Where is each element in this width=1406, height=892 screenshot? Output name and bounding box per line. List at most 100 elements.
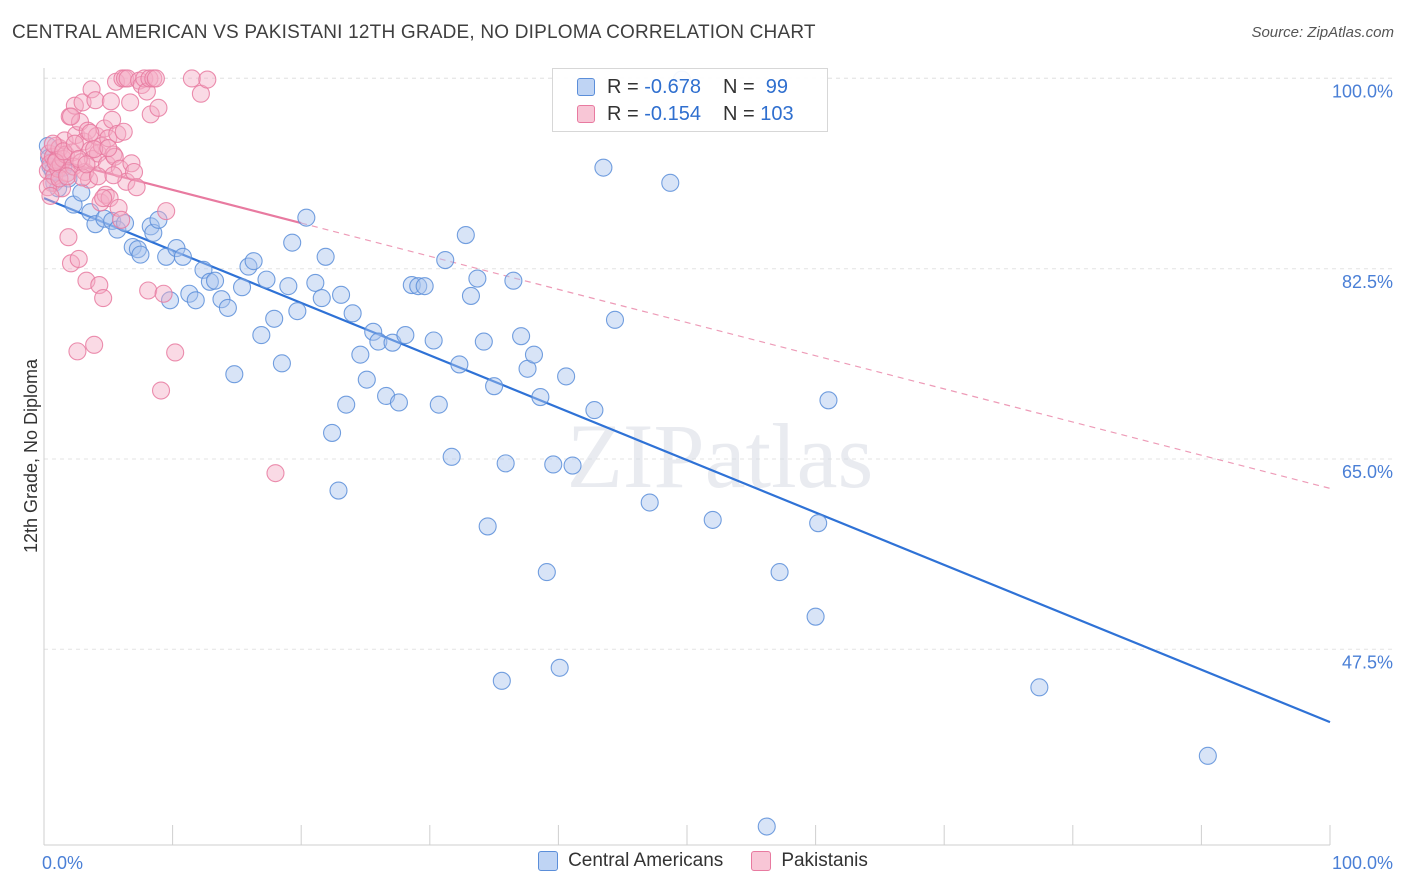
data-point [103,110,122,129]
data-point [141,105,160,124]
data-point [337,395,356,414]
r-label: R = [607,75,639,98]
pink-swatch-icon [751,851,772,871]
data-point [85,140,104,159]
data-point [41,186,60,205]
trend-layer [43,155,1331,724]
legend-label: Central Americans [568,850,724,871]
data-point [218,298,237,317]
data-point [492,671,511,690]
data-point [65,134,84,153]
data-point [112,210,131,229]
data-point [99,139,118,158]
data-point [61,107,81,126]
data-point [81,123,100,142]
data-point [369,332,388,351]
data-point [239,257,258,276]
r-value: -0.678 [644,75,701,98]
blue-swatch-icon [577,78,595,96]
legend: Central Americans Pakistanis [0,850,1406,872]
data-point [456,225,475,245]
data-point [436,251,455,270]
data-point [496,454,515,473]
data-point [424,331,443,350]
data-point [109,198,128,217]
data-point [182,69,201,88]
data-point [100,189,119,208]
y-tick-label: 100.0% [1332,81,1393,101]
data-point [770,563,789,582]
data-point [512,327,531,346]
x-tick-label: 0.0% [42,853,83,873]
data-point [127,178,146,197]
data-point [121,93,140,112]
data-point [1198,746,1217,765]
n-label: N = [722,102,755,125]
data-point [485,377,504,396]
data-point [332,285,351,304]
legend-item-pakistanis[interactable]: Pakistanis [751,850,868,872]
data-point [58,167,77,186]
trend-line-solid [43,155,302,225]
data-point [108,220,127,239]
data-point [316,247,335,266]
data-point [257,270,276,289]
data-point [329,481,348,500]
data-point [131,245,150,264]
data-point [389,393,408,412]
data-point [124,162,144,182]
data-point [99,129,118,148]
data-point [139,281,158,300]
data-point [68,342,87,361]
data-point [88,167,108,186]
data-point [605,310,625,329]
stats-row-central-americans: R = -0.678 N = 99 [577,74,788,100]
grid-layer [44,77,1394,650]
pink-swatch-icon [577,105,595,123]
data-point [402,276,421,295]
data-point [809,514,828,533]
data-point [86,91,105,110]
data-point [279,277,298,296]
data-point [205,271,225,290]
data-point [266,464,285,483]
data-point [265,309,284,328]
data-point [180,284,199,303]
data-point [703,510,722,529]
data-point [252,326,271,345]
x-tick-label: 100.0% [1332,853,1393,873]
data-point [157,202,176,221]
data-point [537,563,556,582]
legend-item-central-americans[interactable]: Central Americans [538,850,723,872]
data-point [544,455,563,474]
data-point [396,326,415,345]
source-label: Source: ZipAtlas.com [1251,24,1394,41]
data-point [450,355,469,374]
chart-title: CENTRAL AMERICAN VS PAKISTANI 12TH GRADE… [12,22,816,43]
data-point [550,658,569,677]
data-point [661,173,680,192]
data-point [461,286,481,305]
data-point [104,166,123,185]
y-tick-label: 65.0% [1342,462,1393,482]
data-point [154,284,173,303]
data-point [312,289,331,308]
data-point [468,269,487,288]
y-tick-label: 47.5% [1342,652,1393,672]
data-point [557,367,576,386]
data-point [59,228,78,247]
data-point [323,423,342,442]
points-layer [38,69,1217,836]
data-point [806,607,825,626]
label-layer: 47.5% 65.0% 82.5% 100.0% 0.0% 100.0% 12th Grad… [21,81,1393,873]
data-point [819,391,838,410]
data-point [110,159,129,178]
data-point [357,370,376,389]
n-label: N = [722,75,755,98]
data-point [524,345,544,364]
data-point [272,354,291,373]
data-point [531,387,550,407]
n-value: 99 [765,75,789,98]
series-pakistanis [38,69,285,483]
data-point [140,69,159,88]
